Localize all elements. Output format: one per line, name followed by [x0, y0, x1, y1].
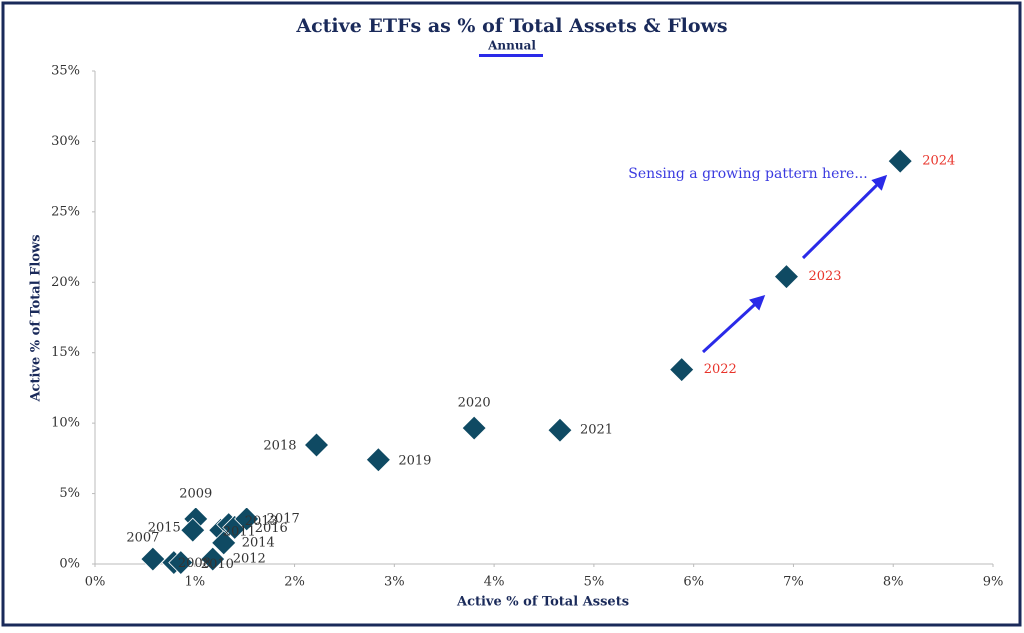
point: [168, 550, 194, 576]
y-tick-label: 35%: [51, 64, 80, 79]
point-label: 2012: [233, 552, 266, 567]
y-tick-label: 15%: [51, 345, 80, 360]
point-label: 2022: [704, 362, 737, 377]
point-label: 2013: [245, 514, 278, 529]
point-label: 2009: [179, 486, 212, 501]
point-label: 2016: [255, 521, 288, 536]
x-tick-label: 8%: [883, 575, 904, 590]
point: [365, 447, 391, 473]
point-label: 2024: [922, 154, 955, 169]
point: [200, 546, 226, 572]
arrow: [701, 294, 766, 354]
point: [140, 546, 166, 572]
annotation: Sensing a growing pattern here...: [628, 166, 867, 182]
point-label: 2023: [808, 269, 841, 284]
point: [211, 530, 237, 556]
point-label: 2015: [148, 521, 181, 536]
point-label: 2020: [458, 396, 491, 411]
x-tick-label: 9%: [983, 575, 1004, 590]
point: [773, 264, 800, 290]
point-label: 2010: [201, 557, 234, 572]
arrow: [801, 174, 888, 260]
point-label: 2011: [223, 525, 256, 540]
x-tick-label: 5%: [584, 575, 605, 590]
x-tick-label: 6%: [683, 575, 704, 590]
point-label: 2008: [178, 556, 211, 571]
point: [234, 506, 260, 532]
x-tick-label: 2%: [284, 575, 305, 590]
chart-subtitle: Annual: [487, 39, 536, 53]
point-label: 2017: [267, 511, 300, 526]
y-tick-label: 0%: [59, 557, 80, 572]
y-axis-label: Active % of Total Flows: [29, 234, 44, 402]
x-tick-label: 7%: [783, 575, 804, 590]
x-tick-label: 3%: [384, 575, 405, 590]
point-label: 2019: [398, 453, 431, 468]
x-tick-label: 0%: [85, 575, 106, 590]
point: [887, 148, 913, 174]
point: [547, 417, 573, 443]
point-label: 2007: [126, 531, 159, 546]
y-tick-label: 5%: [59, 486, 80, 501]
y-tick-label: 25%: [51, 204, 80, 219]
point: [669, 357, 695, 383]
y-tick-label: 30%: [51, 134, 80, 149]
point-label: 2014: [242, 535, 275, 550]
point: [180, 517, 206, 543]
y-tick-label: 20%: [51, 275, 80, 290]
point: [461, 415, 487, 441]
chart-title: Active ETFs as % of Total Assets & Flows: [295, 15, 727, 37]
x-axis-label: Active % of Total Assets: [456, 595, 629, 610]
y-tick-label: 10%: [51, 416, 80, 431]
point: [303, 432, 330, 458]
x-tick-label: 4%: [484, 575, 505, 590]
point-label: 2021: [580, 423, 613, 438]
point-label: 2018: [263, 438, 296, 453]
x-tick-label: 1%: [184, 575, 205, 590]
subtitle-underline: [479, 54, 543, 57]
